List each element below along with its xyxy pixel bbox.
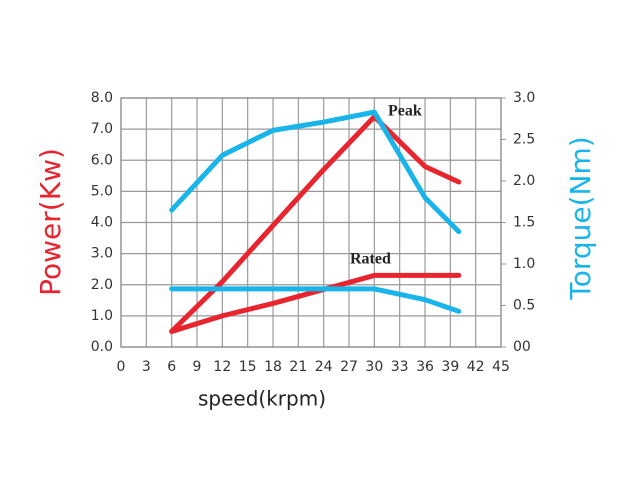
y2-tick-label: 2.0 [513, 173, 535, 189]
x-tick-label: 9 [193, 359, 202, 375]
x-tick-label: 27 [340, 359, 358, 375]
x-tick-label: 36 [416, 359, 434, 375]
x-tick-label: 3 [142, 359, 151, 375]
x-tick-label: 18 [264, 359, 282, 375]
y-tick-label: 7.0 [91, 121, 113, 137]
x-tick-label: 21 [289, 359, 307, 375]
y-tick-label: 1.0 [91, 308, 113, 324]
y2-tick-label: 0.5 [513, 298, 535, 314]
x-tick-label: 6 [167, 359, 176, 375]
y-tick-label: 2.0 [91, 277, 113, 293]
x-tick-label: 42 [467, 359, 485, 375]
series-line [169, 109, 462, 235]
y-tick-label: 8.0 [91, 90, 113, 106]
x-axis-title: speed(krpm) [198, 387, 326, 411]
x-tick-label: 0 [117, 359, 126, 375]
y-tick-label: 4.0 [91, 215, 113, 231]
x-tick-label: 12 [213, 359, 231, 375]
series-line [169, 114, 462, 334]
x-tick-label: 45 [492, 359, 510, 375]
plot-frame [120, 97, 502, 348]
annotation: Rated [350, 251, 391, 268]
x-tick-label: 30 [365, 359, 383, 375]
y-axis-title: Power(Kw) [34, 148, 67, 296]
y2-tick-label: 1.0 [513, 256, 535, 272]
series-line [169, 272, 462, 334]
y-tick-label: 6.0 [91, 152, 113, 168]
y-tick-label: 5.0 [91, 183, 113, 199]
x-tick-label: 15 [239, 359, 257, 375]
x-tick-label: 24 [315, 359, 333, 375]
y-tick-label: 3.0 [91, 246, 113, 262]
annotation: Peak [388, 103, 422, 120]
x-tick-label: 39 [441, 359, 459, 375]
y2-axis-title: Torque(Nm) [564, 136, 597, 300]
y2-tick-label: 2.5 [513, 132, 535, 148]
y2-tick-label: 00 [513, 339, 531, 355]
series-line [169, 286, 462, 314]
y2-tick-label: 1.5 [513, 215, 535, 231]
x-tick-label: 33 [391, 359, 409, 375]
y2-tick-label: 3.0 [513, 90, 535, 106]
y-tick-label: 0.0 [91, 339, 113, 355]
